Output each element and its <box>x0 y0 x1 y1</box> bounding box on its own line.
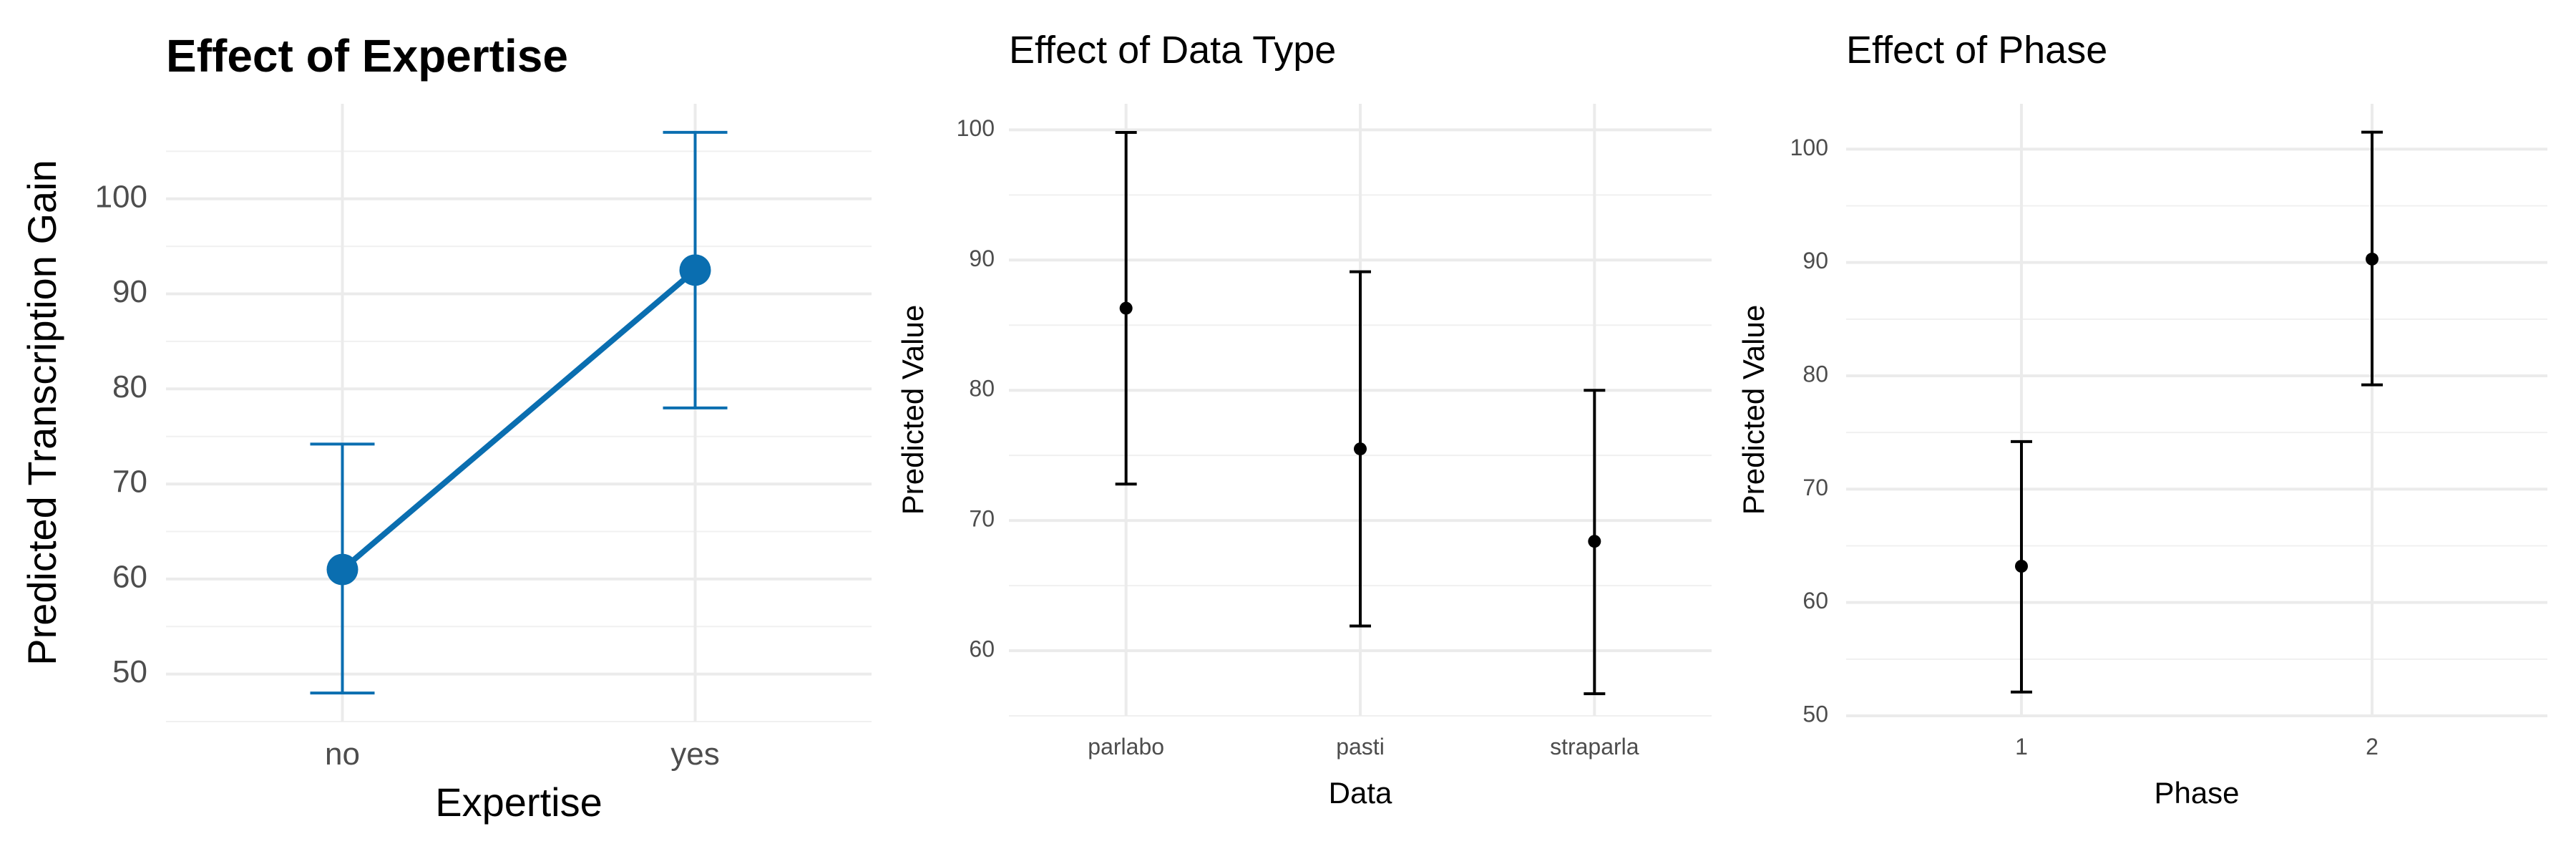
data-point <box>1119 301 1133 315</box>
y-tick-label: 100 <box>957 115 995 141</box>
y-tick-label: 60 <box>1802 588 1828 613</box>
y-tick-label: 100 <box>1790 135 1828 160</box>
y-tick-label: 100 <box>95 179 147 214</box>
y-axis-title: Predicted Value <box>896 305 930 515</box>
x-axis-title: Phase <box>2154 776 2239 810</box>
y-axis-title: Predicted Value <box>1737 305 1770 515</box>
y-tick-label: 50 <box>112 654 147 689</box>
x-axis-title: Expertise <box>435 780 602 825</box>
y-tick-label: 80 <box>112 369 147 404</box>
y-axis-title: Predicted Transcription Gain <box>19 160 64 666</box>
y-tick-label: 90 <box>112 274 147 309</box>
x-tick-label: parlabo <box>1088 734 1164 759</box>
x-tick-label: no <box>325 737 360 772</box>
y-tick-label: 70 <box>112 465 147 500</box>
x-tick-label: yes <box>670 737 719 772</box>
x-tick-label: 1 <box>2015 734 2028 759</box>
y-tick-label: 90 <box>1802 248 1828 273</box>
data-point <box>679 254 711 286</box>
data-point <box>2366 252 2379 266</box>
panel-1: 50 60 70 80 90 100 no yes Effect of Expertise Exp… <box>19 30 872 825</box>
y-tick-label: 70 <box>969 506 995 532</box>
data-point <box>326 553 358 586</box>
panel-3: 50 60 70 80 90 100 1 2 Effect of Phase Phase Predi… <box>1737 29 2547 810</box>
y-tick-label: 50 <box>1802 701 1828 727</box>
x-tick-label: straparla <box>1550 734 1639 759</box>
data-point <box>1354 442 1367 456</box>
x-axis-title: Data <box>1329 776 1392 810</box>
y-tick-label: 70 <box>1802 475 1828 500</box>
data-point <box>1588 535 1601 548</box>
y-tick-label: 60 <box>969 636 995 661</box>
y-tick-label: 80 <box>1802 361 1828 387</box>
x-tick-label: 2 <box>2366 734 2379 759</box>
y-tick-label: 80 <box>969 376 995 402</box>
chart-title: Effect of Expertise <box>166 30 568 82</box>
chart-title: Effect of Phase <box>1846 29 2107 72</box>
series-line <box>340 268 698 572</box>
y-tick-label: 60 <box>112 559 147 594</box>
x-tick-label: pasti <box>1336 734 1385 759</box>
y-tick-label: 90 <box>969 246 995 271</box>
chart-title: Effect of Data Type <box>1009 29 1336 72</box>
panel-2: 60 70 80 90 100 parlabo pasti straparla Effect o… <box>896 29 1712 810</box>
data-point <box>2015 560 2028 573</box>
